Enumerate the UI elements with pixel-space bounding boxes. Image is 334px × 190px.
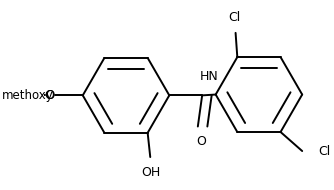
Text: O: O [46,89,55,102]
Text: HN: HN [199,70,218,83]
Text: Cl: Cl [228,11,241,24]
Text: Cl: Cl [318,145,330,158]
Text: OH: OH [142,166,161,179]
Text: O: O [196,135,206,148]
Text: methoxy: methoxy [2,89,53,102]
Text: O: O [44,89,54,102]
